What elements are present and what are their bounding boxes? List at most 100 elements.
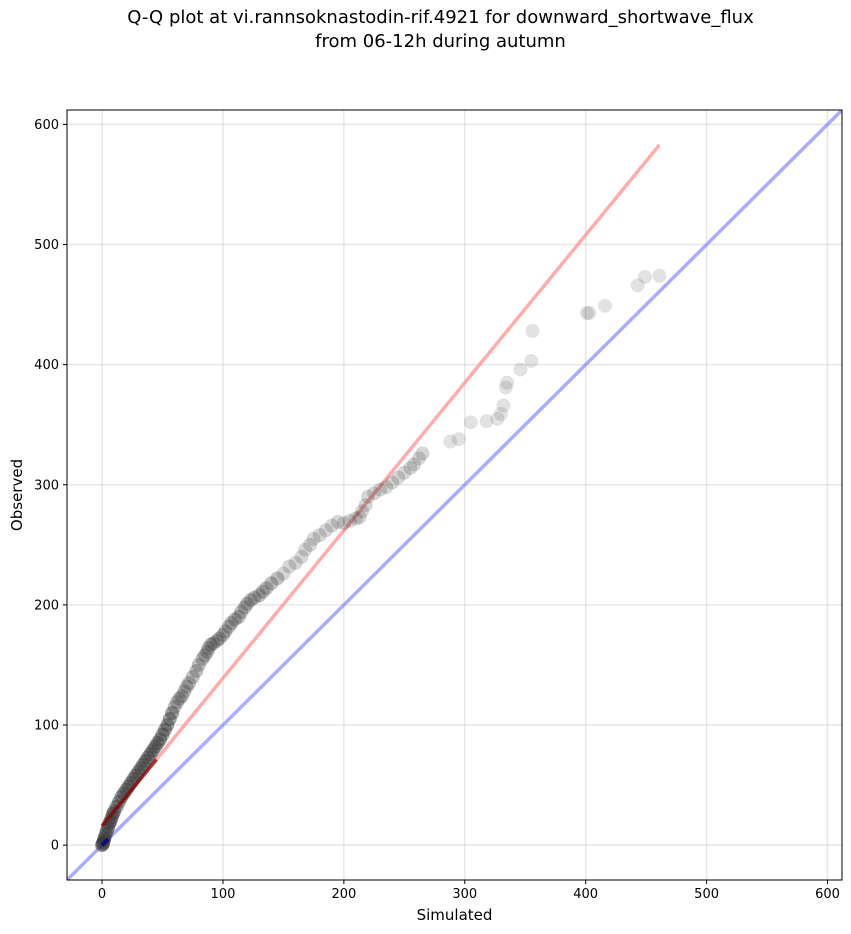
data-point [330,515,345,530]
x-tick-label: 300 [452,887,477,902]
data-point [200,644,215,659]
data-point [513,362,528,377]
data-point [294,549,309,564]
data-point [150,736,165,751]
data-point [237,600,252,615]
data-point [276,566,291,581]
y-tick-label: 300 [34,478,59,493]
y-tick-label: 500 [34,238,59,253]
data-point [96,833,111,848]
y-tick-label: 600 [34,118,59,133]
data-point [358,498,373,513]
data-point [153,732,168,747]
data-point [222,619,237,634]
data-point [336,516,351,531]
data-point [157,722,172,737]
data-point [138,754,153,769]
fit-line-low-segment [100,758,158,828]
data-point [524,354,539,369]
data-point [162,712,177,727]
data-point [385,475,400,490]
data-point [167,700,182,715]
data-point [259,581,274,596]
data-point [496,398,511,413]
data-point [630,278,645,293]
data-point [479,414,494,429]
data-point [240,596,255,611]
data-point [303,537,318,552]
data-point [197,648,212,663]
points-layer [95,268,667,853]
x-axis: 0 100 200 300 400 500 600 [98,880,840,902]
data-point [312,528,327,543]
data-point [391,470,406,485]
x-tick-label: 200 [331,887,356,902]
data-point [361,489,376,504]
data-point [352,510,367,525]
data-point [212,631,227,646]
data-point [282,559,297,574]
data-point [463,415,478,430]
data-point [498,380,513,395]
identity-line-layer [67,110,842,880]
x-tick-label: 500 [694,887,719,902]
data-point [582,306,597,321]
fit-line [100,143,661,828]
data-point [348,511,363,526]
data-point [165,706,180,721]
data-point [145,743,160,758]
data-point [179,679,194,694]
data-point [224,615,239,630]
data-point [185,669,200,684]
data-point [148,739,163,754]
data-point [182,675,197,690]
data-point [637,269,652,284]
data-point [228,612,243,627]
data-point [201,641,216,656]
data-point [403,460,418,475]
data-point [525,324,540,339]
chart-title: Q-Q plot at vi.rannsoknastodin-rif.4921 … [0,6,851,54]
data-point [255,584,270,599]
data-point [579,306,594,321]
data-point [99,823,114,838]
data-point [355,504,370,519]
identity-line [67,110,842,880]
data-point [209,633,224,648]
data-point [234,605,249,620]
data-point [160,718,175,733]
data-point [195,651,210,666]
data-point [298,542,313,557]
data-point [318,523,333,538]
y-tick-label: 400 [34,358,59,373]
data-point [174,689,189,704]
data-point [367,486,382,501]
identity-line-origin-segment [100,837,110,847]
x-tick-label: 100 [211,887,236,902]
data-point [598,298,613,313]
y-tick-label: 0 [51,839,59,854]
data-point [500,375,515,390]
data-point [288,555,303,570]
data-point [264,576,279,591]
data-point [206,636,221,651]
data-point [155,727,170,742]
chart-title-line-1: Q-Q plot at vi.rannsoknastodin-rif.4921 … [127,7,754,28]
data-point [342,513,357,528]
data-point [191,657,206,672]
data-point [231,609,246,624]
plot-frame [66,109,843,881]
data-point [170,695,185,710]
data-point [177,684,192,699]
data-point [306,531,321,546]
data-point [136,757,151,772]
x-tick-label: 0 [98,887,106,902]
data-point [373,482,388,497]
data-point [252,588,267,603]
data-point [451,432,466,447]
y-axis: 0 100 200 300 400 500 600 [34,118,67,854]
data-point [490,411,505,426]
data-point [406,457,421,472]
chart-title-line-2: from 06-12h during autumn [315,31,566,52]
